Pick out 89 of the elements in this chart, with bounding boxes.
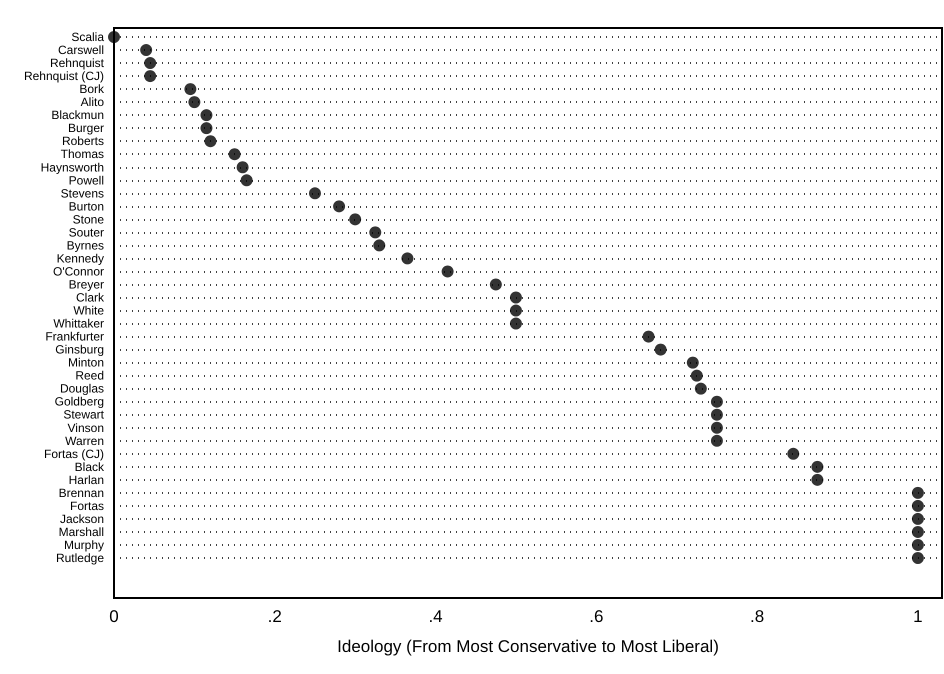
point — [144, 57, 156, 70]
y-tick-label: Carswell — [58, 43, 104, 58]
point — [912, 486, 924, 499]
y-tick-label: Breyer — [68, 277, 104, 292]
y-tick-label: Marshall — [58, 524, 104, 539]
y-tick-label: Ginsburg — [55, 342, 104, 357]
point — [369, 226, 382, 238]
point — [204, 135, 216, 148]
y-tick-label: Fortas (CJ) — [44, 446, 104, 461]
y-tick-label: Harlan — [68, 472, 104, 487]
y-tick-label: Powell — [68, 173, 104, 188]
y-tick-label: Stewart — [63, 408, 105, 422]
point — [184, 83, 196, 96]
y-tick-label: Minton — [68, 356, 104, 370]
point — [710, 408, 723, 421]
x-tick-label: .2 — [268, 607, 282, 626]
point — [912, 526, 924, 538]
y-tick-label: Frankfurter — [45, 330, 104, 344]
y-tick-label: Goldberg — [54, 394, 104, 409]
y-tick-label: Blackmun — [51, 108, 104, 122]
y-tick-label: Burton — [68, 199, 104, 214]
y-tick-label: Jackson — [60, 512, 104, 526]
point — [811, 460, 824, 473]
point — [236, 161, 249, 174]
y-tick-label: Murphy — [64, 538, 104, 552]
y-tick-label: Rehnquist (CJ) — [24, 69, 104, 84]
y-tick-label: Fortas — [70, 498, 104, 513]
y-tick-label: Rutledge — [56, 551, 104, 565]
point — [108, 31, 120, 43]
y-tick-label: Stone — [72, 212, 104, 226]
point — [694, 382, 707, 395]
y-tick-label: Burger — [68, 121, 104, 136]
y-tick-label: Souter — [68, 225, 104, 240]
x-axis-title: Ideology (From Most Conservative to Most Liberal) — [337, 637, 719, 656]
y-tick-label: Reed — [75, 368, 104, 383]
y-tick-label: Stevens — [60, 186, 104, 200]
y-tick-label: Rehnquist — [50, 56, 105, 70]
x-tick-label: .8 — [750, 607, 764, 626]
y-tick-label: Brennan — [58, 486, 104, 500]
point — [690, 370, 703, 382]
x-tick-label: 1 — [913, 607, 923, 626]
y-tick-label: Bork — [79, 82, 105, 96]
y-tick-label: Kennedy — [56, 251, 104, 266]
x-tick-label: .4 — [428, 607, 443, 626]
point — [912, 538, 924, 551]
point — [401, 252, 414, 264]
y-tick-label: Douglas — [60, 382, 104, 396]
point — [373, 239, 386, 252]
point — [140, 44, 152, 56]
y-tick-label: Clark — [76, 290, 105, 304]
point — [654, 344, 667, 356]
point — [710, 434, 723, 447]
point — [308, 187, 321, 200]
point — [811, 474, 824, 486]
y-tick-label: Scalia — [71, 30, 104, 44]
point — [188, 96, 200, 108]
x-tick-label: 0 — [109, 607, 119, 626]
y-tick-label: O'Connor — [53, 264, 104, 278]
y-tick-label: Alito — [80, 95, 104, 110]
point — [912, 512, 924, 525]
point — [912, 552, 924, 564]
point — [686, 356, 699, 369]
point — [787, 448, 800, 460]
y-tick-label: Roberts — [62, 134, 104, 148]
point — [349, 213, 362, 226]
point — [510, 304, 522, 317]
x-tick-label: .6 — [589, 607, 604, 626]
y-tick-label: Byrnes — [66, 238, 104, 252]
y-tick-label: Vinson — [68, 420, 104, 435]
y-tick-label: Thomas — [60, 147, 104, 162]
point — [240, 174, 253, 186]
y-tick-label: Black — [74, 460, 105, 474]
point — [200, 109, 212, 122]
y-tick-label: White — [73, 304, 104, 318]
point — [710, 422, 723, 434]
point — [228, 148, 241, 160]
point — [333, 200, 346, 212]
point — [442, 265, 454, 278]
y-tick-label: Haynsworth — [40, 160, 104, 174]
point — [710, 396, 723, 408]
y-tick-label: Warren — [65, 434, 104, 448]
point — [912, 500, 924, 512]
y-tick-label: Whittaker — [53, 316, 104, 331]
point — [200, 122, 212, 134]
point — [144, 70, 156, 82]
point — [642, 330, 655, 343]
point — [510, 318, 522, 330]
point — [510, 292, 522, 304]
point — [490, 278, 502, 290]
